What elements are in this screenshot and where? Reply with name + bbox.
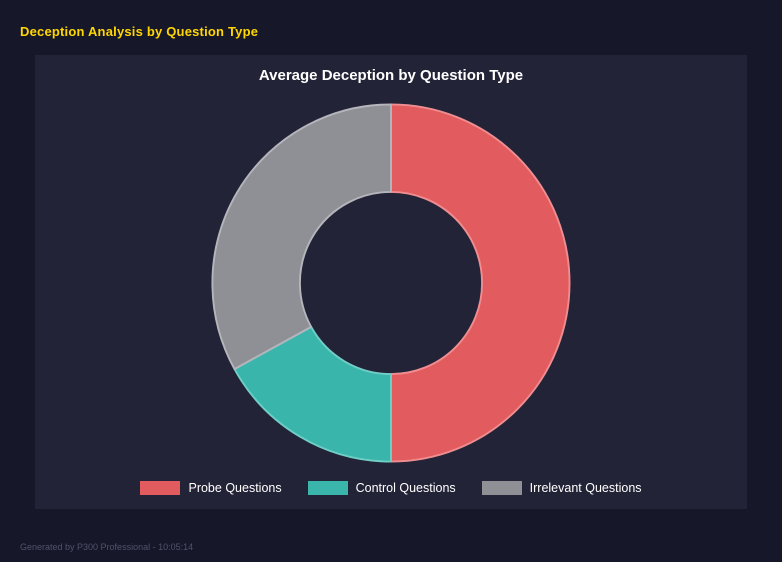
donut-chart-area (201, 84, 581, 481)
legend-item-probe[interactable]: Probe Questions (140, 481, 282, 495)
page-title: Deception Analysis by Question Type (20, 24, 259, 39)
legend-item-control[interactable]: Control Questions (307, 481, 456, 495)
chart-legend: Probe Questions Control Questions Irrele… (140, 481, 642, 495)
footer-text: Generated by P300 Professional - 10:05:1… (20, 542, 194, 552)
donut-chart[interactable] (201, 93, 581, 473)
legend-swatch (140, 481, 181, 495)
chart-panel: Average Deception by Question Type Probe… (35, 55, 747, 509)
chart-title: Average Deception by Question Type (258, 67, 524, 84)
legend-label: Control Questions (355, 481, 456, 495)
legend-label: Probe Questions (188, 481, 282, 495)
donut-segment-2[interactable] (233, 325, 392, 463)
legend-label: Irrelevant Questions (529, 481, 642, 495)
legend-swatch (307, 481, 348, 495)
legend-swatch (481, 481, 522, 495)
donut-segment-1[interactable] (390, 102, 571, 463)
donut-segment-3[interactable] (211, 102, 392, 370)
legend-item-irrelevant[interactable]: Irrelevant Questions (481, 481, 642, 495)
